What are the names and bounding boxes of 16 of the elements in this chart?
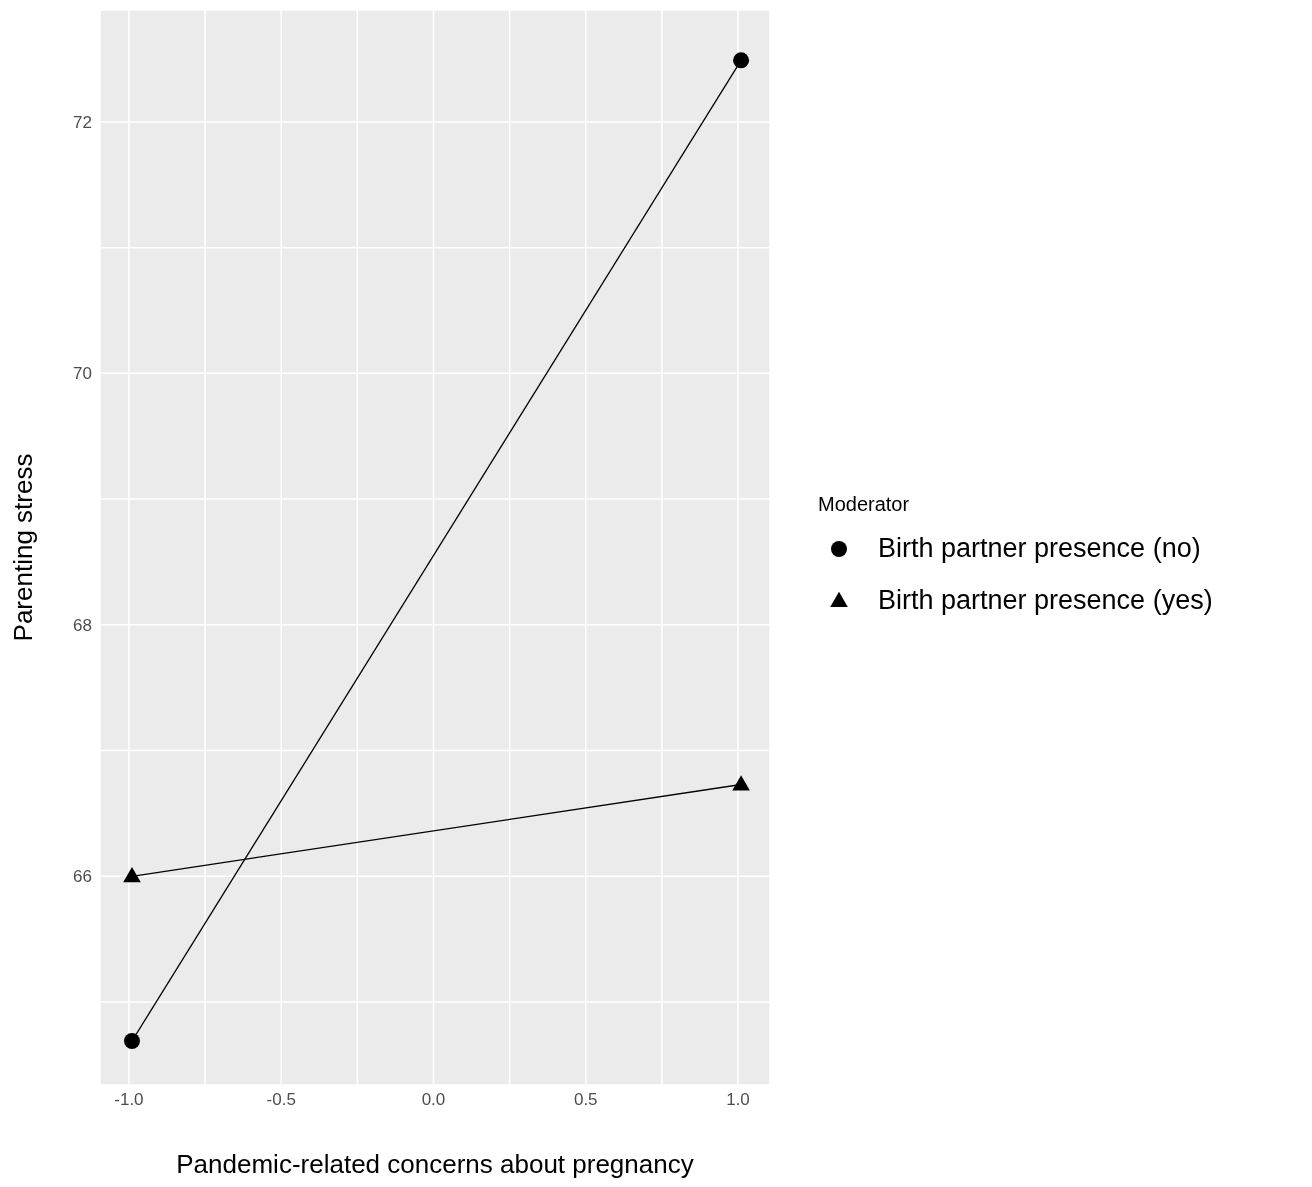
x-tick-label: 1.0 [726,1090,750,1110]
x-tick-label: -0.5 [266,1090,296,1110]
x-tick-label: 0.5 [573,1090,598,1110]
point [733,52,750,69]
legend-label: Birth partner presence (yes) [878,584,1213,616]
legend-title: Moderator [818,493,911,516]
y-axis-title: Parenting stress [8,453,38,642]
y-tick-label: 68 [73,615,92,635]
x-tick-label: -1.0 [114,1090,144,1110]
y-tick-label: 70 [73,364,92,384]
x-axis-title: Pandemic-related concerns about pregnancy [176,1149,694,1179]
y-tick-label: 72 [73,112,92,132]
legend-label: Birth partner presence (no) [878,532,1201,564]
point [123,1032,140,1049]
x-tick-label: 0.0 [421,1090,446,1110]
y-tick-label: 66 [73,867,92,887]
